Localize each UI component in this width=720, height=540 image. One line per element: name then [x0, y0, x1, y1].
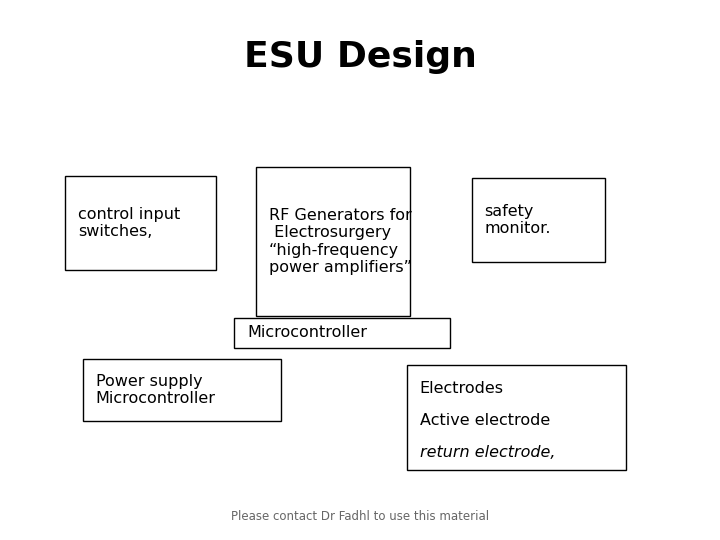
Text: RF Generators for
 Electrosurgery
“high-frequency
power amplifiers”: RF Generators for Electrosurgery “high-f… — [269, 208, 412, 275]
Text: Please contact Dr Fadhl to use this material: Please contact Dr Fadhl to use this mate… — [231, 510, 489, 523]
Text: Active electrode: Active electrode — [420, 413, 550, 428]
FancyBboxPatch shape — [407, 364, 626, 470]
Text: Microcontroller: Microcontroller — [247, 326, 367, 340]
Text: return electrode,: return electrode, — [420, 445, 555, 460]
FancyBboxPatch shape — [256, 167, 410, 316]
Text: safety
monitor.: safety monitor. — [485, 204, 551, 237]
Text: Power supply
Microcontroller: Power supply Microcontroller — [96, 374, 216, 406]
Text: Electrodes: Electrodes — [420, 381, 504, 396]
Text: control input
switches,: control input switches, — [78, 206, 180, 239]
FancyBboxPatch shape — [83, 359, 281, 421]
FancyBboxPatch shape — [65, 176, 216, 270]
Text: ESU Design: ESU Design — [243, 40, 477, 73]
FancyBboxPatch shape — [472, 178, 605, 262]
FancyBboxPatch shape — [234, 318, 450, 348]
